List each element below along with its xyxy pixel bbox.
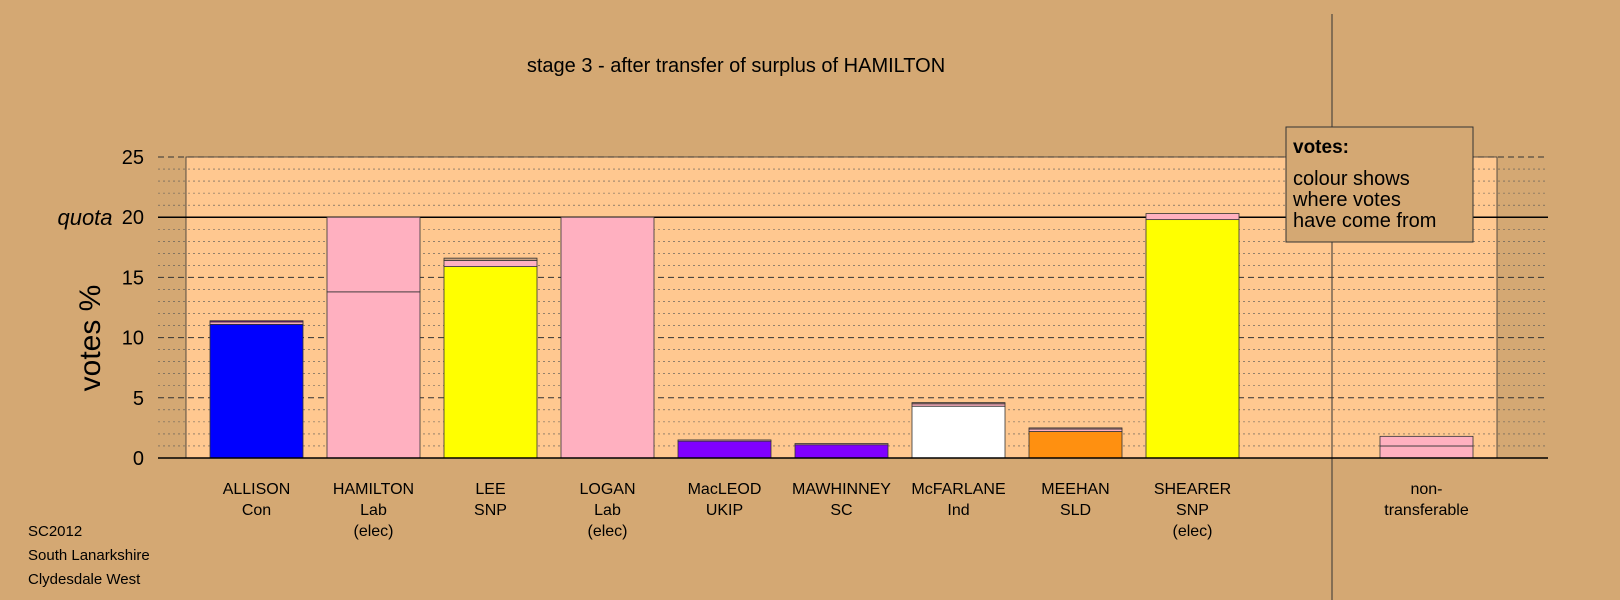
bar-hamilton-segment: [326, 291, 421, 459]
y-axis-label: votes %: [74, 285, 107, 392]
y-tick-label: 25: [122, 147, 144, 169]
candidate-label: HAMILTON: [333, 481, 414, 498]
candidate-label: LEE: [475, 481, 505, 498]
footer-election: SC2012: [28, 523, 82, 540]
bar-mcfarlane-segment: [911, 402, 1006, 405]
bar-hamilton-segment: [326, 216, 421, 293]
candidate-label: SNP: [1176, 502, 1209, 519]
bar-shearer-segment: [1145, 213, 1240, 221]
bar-non-transferable-segment: [1379, 435, 1474, 447]
footer-council: South Lanarkshire: [28, 547, 150, 564]
candidate-label: MAWHINNEY: [792, 481, 891, 498]
legend-line-1: colour shows: [1293, 168, 1410, 190]
bar-shearer-segment: [1145, 219, 1240, 459]
candidate-label: (elec): [353, 523, 393, 540]
candidate-label: MEEHAN: [1041, 481, 1109, 498]
bar-meehan-segment: [1028, 431, 1123, 459]
bar-mcfarlane-segment: [911, 405, 1006, 459]
non-transferable-label: transferable: [1384, 502, 1469, 519]
legend-title: votes:: [1293, 137, 1349, 158]
bar-lee-segment: [443, 266, 538, 459]
bar-lee-segment: [443, 260, 538, 267]
bars-layer: [209, 213, 1474, 459]
legend-box: votes: colour shows where votes have com…: [1285, 126, 1474, 243]
legend-line-3: have come from: [1293, 210, 1436, 232]
quota-label: quota: [57, 205, 112, 230]
bar-non-transferable-segment: [1379, 445, 1474, 459]
footer-ward: Clydesdale West: [28, 571, 141, 588]
bar-logan-segment: [560, 216, 655, 459]
bar-macleod-segment: [677, 439, 772, 442]
y-axis: 0 5 10 15 20 25: [122, 147, 1548, 470]
candidate-label: SHEARER: [1154, 481, 1231, 498]
bar-mawhinney-segment: [794, 444, 889, 459]
bar-allison-segment: [209, 323, 304, 459]
candidate-label: (elec): [1172, 523, 1212, 540]
candidate-label: Lab: [360, 502, 387, 519]
y-tick-label: 5: [133, 388, 144, 410]
candidate-label: UKIP: [706, 502, 743, 519]
chart-title: stage 3 - after transfer of surplus of H…: [527, 55, 945, 77]
candidate-labels: ALLISON Con HAMILTON Lab (elec) LEE SNP LOGAN La…: [223, 481, 1469, 540]
bar-meehan-segment: [1028, 427, 1123, 430]
y-tick-label: 0: [133, 448, 144, 470]
candidate-label: Con: [242, 502, 271, 519]
candidate-label: MacLEOD: [688, 481, 762, 498]
bar-macleod-segment: [677, 440, 772, 459]
candidate-label: SC: [830, 502, 852, 519]
bar-lee-segment: [443, 257, 538, 261]
candidate-label: LOGAN: [579, 481, 635, 498]
candidate-label: SNP: [474, 502, 507, 519]
candidate-label: SLD: [1060, 502, 1091, 519]
candidate-label: (elec): [587, 523, 627, 540]
candidate-label: Ind: [947, 502, 969, 519]
y-tick-label: 15: [122, 267, 144, 289]
candidate-label: ALLISON: [223, 481, 291, 498]
bar-mawhinney-segment: [794, 443, 889, 446]
y-tick-label: 20: [122, 207, 144, 229]
candidate-label: Lab: [594, 502, 621, 519]
bar-allison-segment: [209, 320, 304, 323]
candidate-label: McFARLANE: [911, 481, 1005, 498]
legend-line-2: where votes: [1292, 189, 1401, 211]
y-tick-label: 10: [122, 328, 144, 350]
non-transferable-label: non-: [1410, 481, 1442, 498]
